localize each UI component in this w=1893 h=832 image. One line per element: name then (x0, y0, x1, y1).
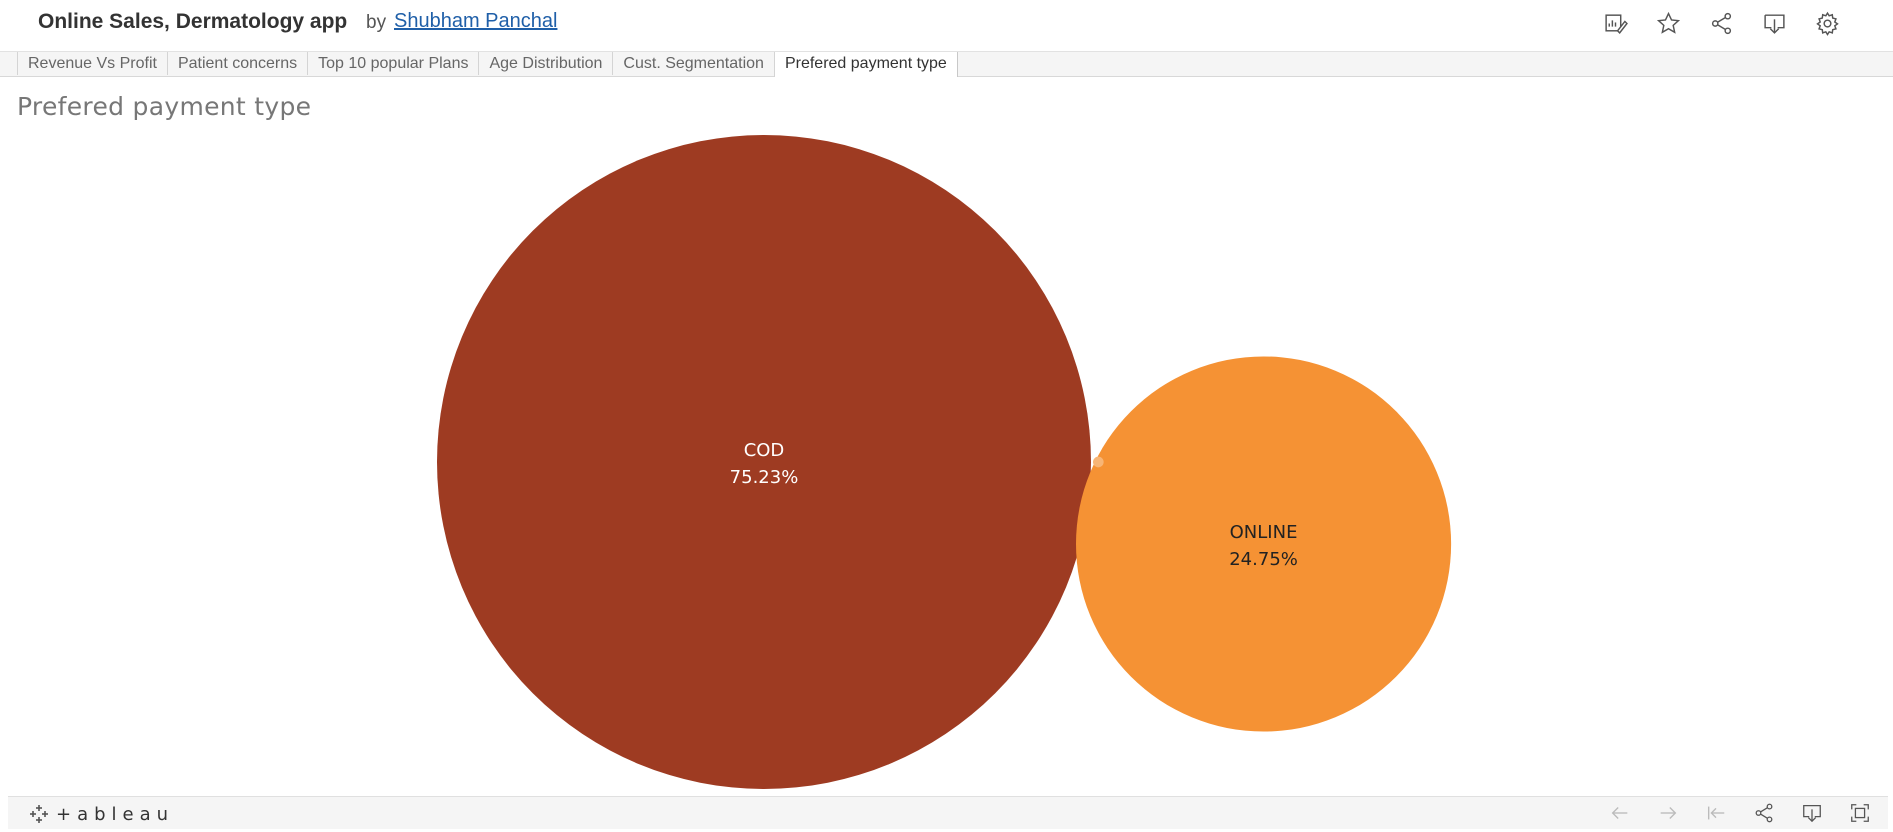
revert-icon[interactable] (1704, 801, 1728, 825)
tab-age-distribution[interactable]: Age Distribution (478, 52, 612, 75)
download-icon[interactable] (1800, 801, 1824, 825)
bubble-value-cod: 75.23% (730, 467, 799, 488)
tableau-logo-text: +ableau (56, 803, 175, 825)
bubble-online[interactable] (1076, 356, 1452, 732)
sheet-tab-bar: Revenue Vs Profit Patient concerns Top 1… (0, 51, 1893, 77)
tab-cust-segmentation[interactable]: Cust. Segmentation (612, 52, 774, 75)
tableau-logo-icon (30, 805, 48, 823)
edit-icon[interactable] (1602, 10, 1629, 37)
bubble-other[interactable] (1093, 456, 1104, 468)
redo-arrow-icon[interactable] (1656, 801, 1680, 825)
author-link[interactable]: Shubham Panchal (394, 10, 558, 32)
tab-prefered-payment-type[interactable]: Prefered payment type (773, 52, 958, 77)
sheet-title: Prefered payment type (17, 92, 312, 121)
bubble-label-cod: COD (744, 440, 785, 461)
tab-top-10-popular-plans[interactable]: Top 10 popular Plans (307, 52, 478, 75)
bottom-toolbar: +ableau (8, 796, 1888, 829)
workbook-title: Online Sales, Dermatology app (38, 10, 348, 33)
top-toolbar (1602, 10, 1841, 37)
settings-gear-icon[interactable] (1814, 10, 1841, 37)
undo-arrow-icon[interactable] (1608, 801, 1632, 825)
header: Online Sales, Dermatology app by Shubham… (0, 0, 1893, 50)
share-icon[interactable] (1752, 801, 1776, 825)
bubble-cod[interactable] (437, 135, 1091, 789)
share-icon[interactable] (1708, 10, 1735, 37)
bubble-label-online: ONLINE (1230, 522, 1298, 543)
fullscreen-icon[interactable] (1848, 801, 1872, 825)
favorite-star-icon[interactable] (1655, 10, 1682, 37)
tab-revenue-vs-profit[interactable]: Revenue Vs Profit (17, 52, 167, 75)
by-label: by (366, 12, 387, 33)
tableau-logo[interactable]: +ableau (28, 803, 174, 825)
tab-patient-concerns[interactable]: Patient concerns (166, 52, 307, 75)
bubble-value-online: 24.75% (1229, 549, 1298, 570)
bubble-chart: COD 75.23% ONLINE 24.75% (437, 135, 1452, 789)
download-icon[interactable] (1761, 10, 1788, 37)
